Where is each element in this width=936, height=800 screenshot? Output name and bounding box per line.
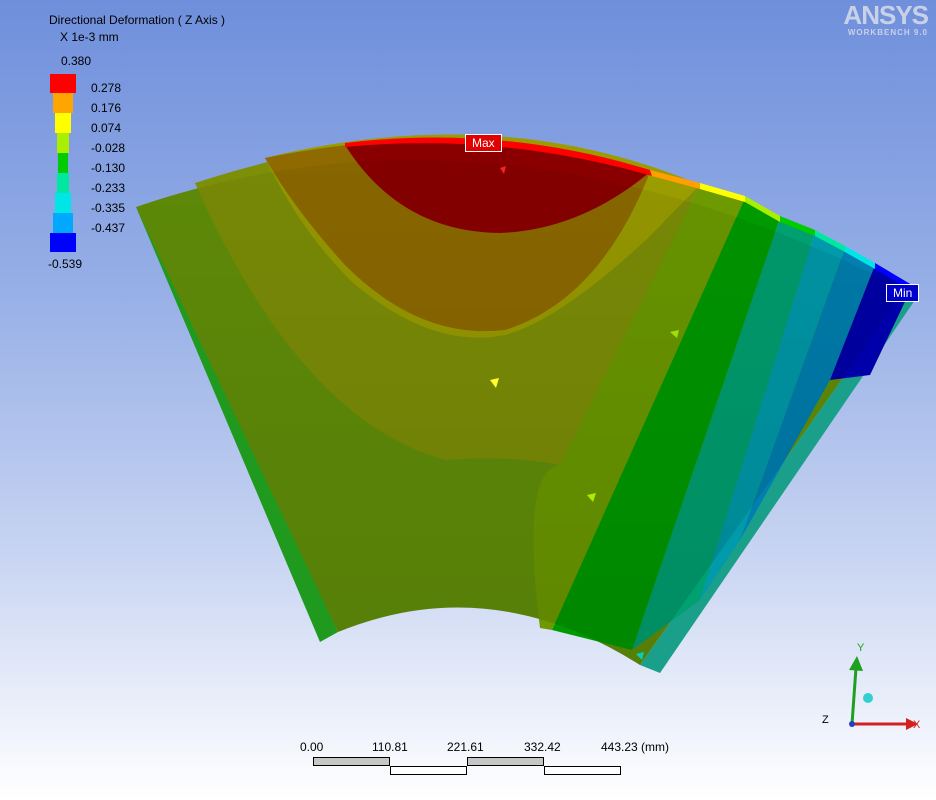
legend-value: 0.176 [91,101,122,115]
scale-label: 110.81 [372,740,408,754]
legend-value: 0.074 [91,121,122,135]
deformation-contour-model [136,134,915,673]
legend-min-value: -0.539 [48,257,83,271]
scale-label: 0.00 [300,740,324,754]
legend-units: X 1e-3 mm [60,30,119,44]
legend-value: -0.335 [91,201,126,215]
legend-value: -0.233 [91,181,126,195]
triad-z-label: Z [822,714,829,726]
scale-label: 221.61 [447,740,484,754]
ansys-logo: ANSYS WORKBENCH 9.0 [843,0,929,37]
legend-value: -0.437 [91,221,126,235]
logo-product: WORKBENCH 9.0 [847,28,928,37]
legend-value: -0.130 [91,161,126,175]
coordinate-triad [849,656,918,730]
legend-color-bar [50,74,76,252]
scale-label: 332.42 [524,740,561,754]
scale-segment [313,757,390,766]
scale-segment [390,766,467,775]
scale-segment [544,766,621,775]
legend-value: -0.028 [91,141,126,155]
min-probe-label[interactable]: Min [886,284,920,302]
legend-value: 0.278 [91,81,122,95]
max-probe-label[interactable]: Max [465,134,502,152]
scale-label: 443.23 (mm) [601,740,670,754]
triad-y-label: Y [857,642,865,654]
scale-segment [467,757,544,766]
legend-max-value: 0.380 [61,54,92,68]
legend-title: Directional Deformation ( Z Axis ) [49,13,226,27]
logo-brand: ANSYS [843,0,929,30]
probe-markers [490,166,679,660]
triad-x-label: X [913,719,921,731]
